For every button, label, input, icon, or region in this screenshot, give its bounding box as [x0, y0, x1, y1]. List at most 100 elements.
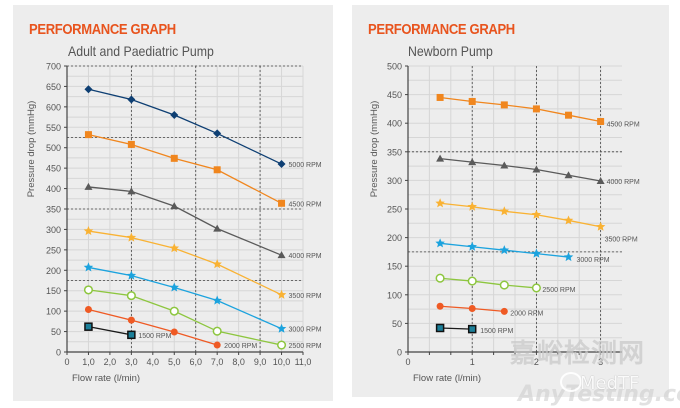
data-point [84, 322, 93, 331]
chart-panel-newborn: PERFORMANCE GRAPH Newborn Pump [352, 5, 669, 397]
data-point [84, 85, 93, 94]
x-tick-label: 1,0 [82, 357, 95, 367]
data-point [213, 224, 222, 232]
series-2000-rpm: 2000 RPM [84, 306, 257, 350]
data-point [213, 166, 221, 174]
data-point [83, 226, 94, 236]
y-tick-label: 450 [387, 90, 402, 100]
x-tick-label: 2,0 [104, 357, 117, 367]
data-point [170, 154, 178, 162]
data-point [532, 105, 540, 113]
data-point [127, 140, 135, 148]
data-point [212, 259, 222, 269]
y-tick-label: 150 [387, 262, 402, 272]
x-tick-label: 1 [470, 357, 475, 367]
y-tick-label: 300 [46, 225, 61, 235]
data-point [531, 209, 542, 219]
series-4000-rpm: 4000 RPM [436, 154, 640, 186]
series-line [440, 327, 473, 330]
data-point [436, 302, 444, 310]
data-point [213, 341, 221, 349]
y-tick-label: 0 [397, 348, 402, 358]
data-point [467, 201, 477, 211]
series-label: 2500 RPM [289, 343, 322, 350]
data-point [467, 324, 477, 334]
data-point [532, 165, 541, 173]
x-axis-label: Flow rate (l/min) [413, 373, 481, 384]
x-tick-label: 8,0 [232, 357, 245, 367]
series-1500-rpm: 1500 RPM [435, 323, 513, 335]
y-tick-label: 200 [46, 266, 61, 276]
data-point [84, 306, 92, 314]
axes: 0 50 100 150 200 250 300 350 400 450 500 0 1 2 3 [387, 62, 622, 367]
data-point [563, 215, 574, 225]
series-label: 3000 RPM [289, 327, 322, 334]
x-tick-label: 9,0 [254, 357, 267, 367]
x-tick-label: 6,0 [189, 357, 202, 367]
y-tick-label: 50 [392, 319, 402, 329]
data-point [436, 93, 444, 101]
data-point [169, 243, 180, 253]
y-tick-label: 100 [387, 290, 402, 300]
series-label: 1500 RPM [480, 328, 513, 335]
series-line [440, 202, 601, 228]
y-tick-label: 500 [46, 143, 61, 153]
x-tick-label: 5,0 [168, 357, 181, 367]
data-point [277, 251, 286, 259]
y-tick-label: 500 [387, 62, 402, 72]
data-point [126, 270, 137, 280]
x-tick-label: 2 [534, 357, 539, 367]
y-tick-label: 600 [46, 102, 61, 112]
chart-title: Adult and Paediatric Pump [68, 43, 214, 59]
data-point [276, 289, 287, 299]
y-tick-label: 150 [46, 286, 61, 296]
x-tick-label: 3,0 [125, 357, 138, 367]
data-point [436, 154, 445, 162]
x-tick-label: 0 [405, 357, 410, 367]
data-point [83, 262, 94, 272]
x-tick-label: 10,0 [273, 357, 291, 367]
x-tick-label: 4,0 [147, 357, 160, 367]
data-point [499, 280, 509, 290]
data-point [83, 285, 94, 295]
data-point [468, 305, 476, 313]
data-point [126, 291, 136, 301]
axes: 0 50 100 150 200 250 300 350 400 450 500 550 600 650 7… [46, 62, 311, 368]
x-axis-label: Flow rate (l/min) [72, 373, 140, 384]
series-3000-rpm: 3000 RPM [83, 262, 322, 334]
data-point [500, 101, 508, 109]
data-point [170, 202, 179, 210]
data-point [127, 95, 136, 104]
series-2500-rpm: 2500 RPM [83, 285, 322, 350]
data-point [467, 276, 477, 286]
series-label: 5000 RPM [289, 162, 322, 169]
series-label: 2000 RPM [224, 343, 257, 350]
series-5000-rpm: 5000 RPM [84, 85, 322, 169]
y-tick-label: 250 [387, 205, 402, 215]
series-line [88, 308, 218, 346]
data-point [500, 161, 509, 169]
y-tick-label: 300 [387, 176, 402, 186]
series-label: 4500 RPM [289, 201, 322, 208]
series-label: 2000 RPM [510, 310, 543, 317]
x-tick-label: 7,0 [211, 357, 224, 367]
y-axis-label: Pressure drop (mmHg) [369, 101, 380, 198]
data-point [277, 160, 286, 169]
series-label: 3500 RPM [605, 237, 638, 244]
y-tick-label: 400 [387, 119, 402, 129]
y-axis-label: Pressure drop (mmHg) [26, 101, 37, 198]
data-point [468, 158, 477, 166]
data-point [563, 252, 574, 262]
series-4500-rpm: 4500 RPM [436, 93, 640, 128]
data-point [564, 171, 573, 179]
series-4500-rpm: 4500 RPM [84, 131, 322, 208]
series-label: 3500 RPM [289, 293, 322, 300]
data-point [435, 238, 445, 248]
data-point [276, 340, 287, 350]
series-line [88, 326, 132, 336]
data-point [126, 232, 137, 242]
data-point [276, 323, 287, 333]
series-3000-rpm: 3000 RPM [435, 238, 610, 264]
series-3500-rpm: 3500 RPM [435, 198, 638, 244]
